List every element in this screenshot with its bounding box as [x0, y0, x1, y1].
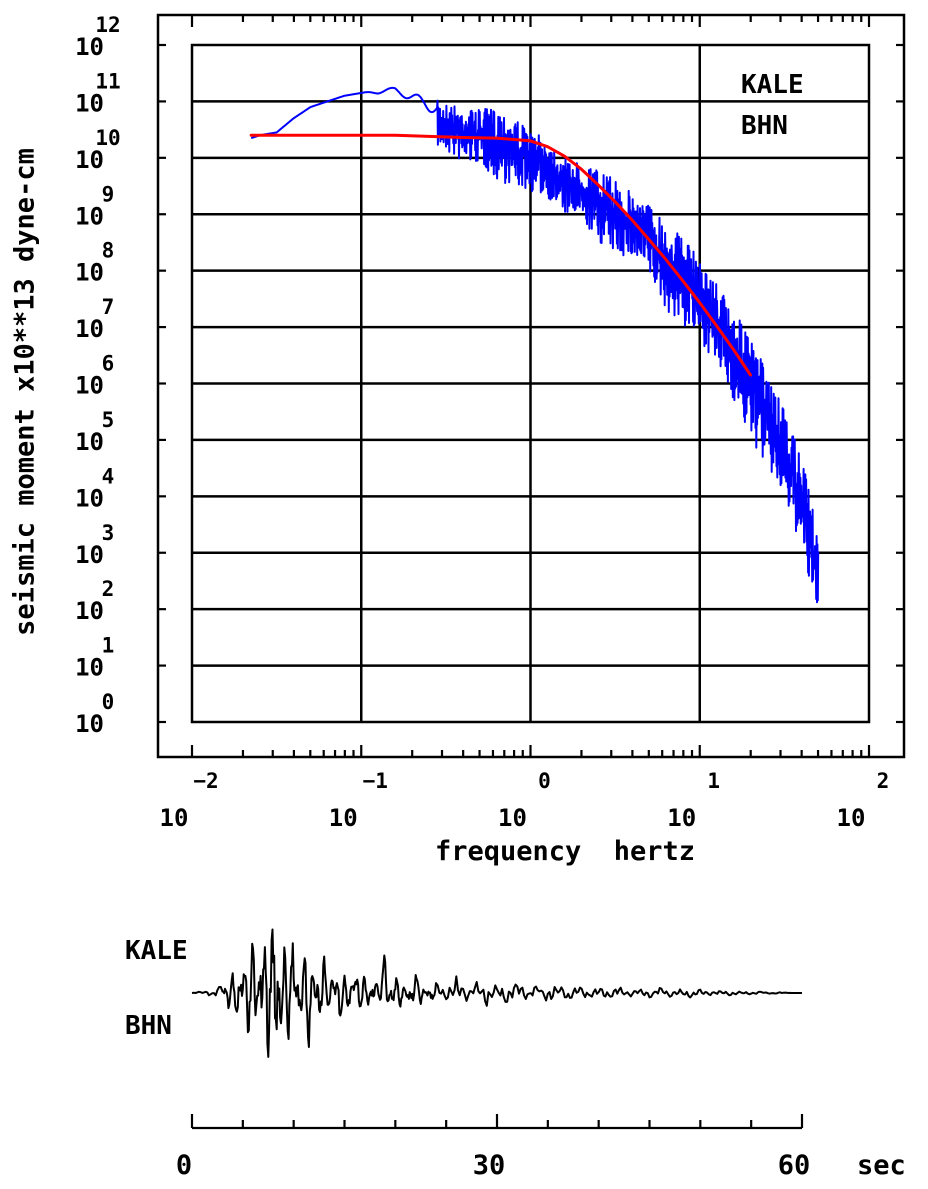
- spectrum-line: [250, 86, 820, 604]
- x-tick-exponent: 1: [707, 769, 720, 793]
- x-tick-exponent: 2: [877, 769, 890, 793]
- y-tick-base: 10: [75, 372, 104, 400]
- time-tick-label: 30: [473, 1150, 506, 1181]
- x-tick-exponent: −1: [363, 769, 388, 793]
- x-tick-exponent: 0: [538, 769, 551, 793]
- x-tick-base: 10: [837, 804, 866, 832]
- x-tick-base: 10: [329, 804, 358, 832]
- x-tick-exponent: −2: [193, 769, 218, 793]
- y-tick-base: 10: [75, 541, 104, 569]
- seismogram-trace: [191, 928, 802, 1058]
- x-tick-base: 10: [160, 804, 189, 832]
- y-tick-exponent: 2: [102, 577, 115, 601]
- x-axis-label: frequency hertz: [435, 836, 695, 867]
- model-fit-line: [249, 133, 752, 377]
- y-tick-exponent: 10: [95, 126, 120, 150]
- y-tick-exponent: 12: [95, 13, 120, 37]
- time-tick-label: 60: [778, 1150, 811, 1181]
- y-tick-exponent: 7: [102, 295, 115, 319]
- time-axis: 0 30 60: [176, 1114, 810, 1181]
- y-tick-base: 10: [75, 146, 104, 174]
- y-tick-base: 10: [75, 202, 104, 230]
- y-tick-exponent: 1: [102, 634, 115, 658]
- seismogram-component-label: BHN: [125, 1011, 172, 1041]
- y-tick-exponent: 0: [102, 690, 115, 714]
- spectrum-station-label: KALE: [741, 70, 804, 100]
- y-tick-labels: 1001011021031041051061071081091010101110…: [75, 13, 121, 738]
- time-tick-label: 0: [176, 1150, 192, 1181]
- grid: [192, 45, 869, 722]
- y-tick-exponent: 4: [102, 464, 115, 488]
- x-tick-base: 10: [667, 804, 696, 832]
- y-tick-exponent: 5: [102, 408, 115, 432]
- seismogram-station-label: KALE: [125, 936, 188, 966]
- y-tick-base: 10: [75, 315, 104, 343]
- y-tick-base: 10: [75, 89, 104, 117]
- y-tick-base: 10: [75, 484, 104, 512]
- y-tick-base: 10: [75, 710, 104, 738]
- y-tick-exponent: 11: [95, 69, 120, 93]
- y-tick-base: 10: [75, 597, 104, 625]
- y-tick-exponent: 3: [102, 521, 115, 545]
- y-tick-base: 10: [75, 259, 104, 287]
- y-tick-base: 10: [75, 33, 104, 61]
- x-tick-base: 10: [498, 804, 527, 832]
- spectrum-component-label: BHN: [741, 111, 788, 141]
- y-tick-exponent: 6: [102, 352, 115, 376]
- time-axis-unit: sec: [857, 1150, 906, 1181]
- y-tick-base: 10: [75, 428, 104, 456]
- y-tick-exponent: 8: [102, 239, 115, 263]
- y-axis-label: seismic moment x10**13 dyne-cm: [10, 148, 41, 636]
- axis-ticks: [158, 15, 904, 757]
- y-tick-base: 10: [75, 654, 104, 682]
- y-tick-exponent: 9: [102, 182, 115, 206]
